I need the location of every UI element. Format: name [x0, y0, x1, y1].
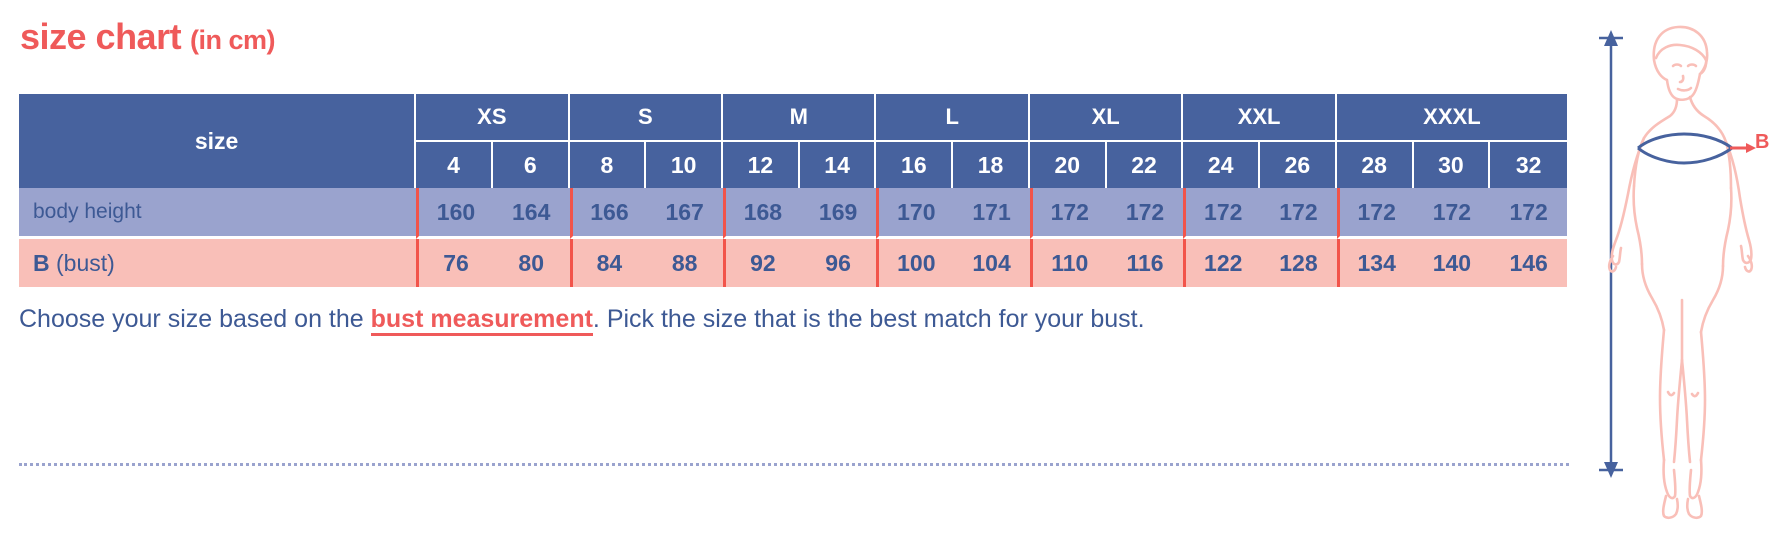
caption-highlight-bust-measurement: bust measurement: [370, 305, 593, 336]
numeric-size-0: 4: [416, 142, 493, 188]
bust-value-3: 88: [646, 239, 724, 287]
body-height-value-8: 172: [1029, 188, 1107, 239]
bust-value-6: 100: [876, 239, 954, 287]
table-header-groups: size XS S M L XL XXL XXXL: [19, 94, 1567, 188]
size-group-xl: XL: [1029, 94, 1184, 142]
body-height-value-3: 167: [646, 188, 724, 239]
numeric-size-1: 6: [492, 142, 570, 188]
bust-value-7: 104: [953, 239, 1030, 287]
table-corner-label: size: [19, 94, 417, 188]
size-group-s: S: [569, 94, 724, 142]
page-title: size chart (in cm): [20, 16, 276, 58]
bust-value-12: 134: [1336, 239, 1414, 287]
bust-marker-label: B: [1755, 131, 1770, 153]
body-height-value-6: 170: [876, 188, 954, 239]
bust-value-8: 110: [1029, 239, 1107, 287]
body-height-value-0: 160: [416, 188, 493, 239]
bust-value-5: 96: [799, 239, 877, 287]
body-height-value-14: 172: [1490, 188, 1567, 239]
body-height-value-7: 171: [953, 188, 1030, 239]
body-height-value-11: 172: [1260, 188, 1337, 239]
body-height-value-12: 172: [1336, 188, 1414, 239]
row-label-body-height: body height: [19, 188, 417, 239]
numeric-size-6: 16: [876, 142, 954, 188]
numeric-size-5: 14: [799, 142, 877, 188]
body-height-value-1: 164: [492, 188, 570, 239]
bust-measure-line-bottom: [1637, 146, 1733, 165]
numeric-size-3: 10: [646, 142, 724, 188]
table-row-bust: B (bust) 76 80 84 88 92 96 100 104 110 1…: [19, 239, 1567, 287]
bust-value-0: 76: [416, 239, 493, 287]
body-figure-panel: B: [1580, 0, 1777, 555]
numeric-size-12: 28: [1336, 142, 1414, 188]
female-body-illustration: [1599, 25, 1756, 520]
size-group-xs: XS: [416, 94, 570, 142]
body-height-value-2: 166: [569, 188, 647, 239]
bust-value-14: 146: [1490, 239, 1567, 287]
row-label-bust-letter: B: [33, 249, 50, 276]
bust-value-1: 80: [492, 239, 570, 287]
body-height-value-10: 172: [1183, 188, 1261, 239]
numeric-size-9: 22: [1106, 142, 1184, 188]
body-outline: [1607, 25, 1754, 520]
bust-value-11: 128: [1260, 239, 1337, 287]
bust-value-4: 92: [723, 239, 800, 287]
table-header-numbers: 4 6 8 10 12 14 16 18 20 22 24 26 28 30 3…: [19, 142, 1567, 188]
row-label-bust-text: (bust): [49, 249, 115, 276]
size-chart-table-wrap: size XS S M L XL XXL XXXL 4 6 8 10 12 14: [19, 94, 1567, 287]
bust-value-10: 122: [1183, 239, 1261, 287]
bottom-divider: [19, 463, 1569, 466]
bust-measure-indicator: [1637, 132, 1756, 165]
body-height-value-13: 172: [1413, 188, 1491, 239]
caption: Choose your size based on the bust measu…: [19, 305, 1145, 336]
caption-after: . Pick the size that is the best match f…: [592, 305, 1145, 333]
page-title-sub: (in cm): [190, 25, 276, 55]
page-title-main: size chart: [20, 16, 182, 57]
size-group-l: L: [876, 94, 1030, 142]
bust-value-13: 140: [1413, 239, 1491, 287]
bust-measure-line-top: [1637, 132, 1733, 150]
bust-value-2: 84: [569, 239, 647, 287]
table-row-body-height: body height 160 164 166 167 168 169 170 …: [19, 188, 1567, 239]
numeric-size-11: 26: [1260, 142, 1337, 188]
body-height-value-5: 169: [799, 188, 877, 239]
numeric-size-2: 8: [569, 142, 647, 188]
numeric-size-10: 24: [1183, 142, 1261, 188]
size-group-xxxl: XXXL: [1336, 94, 1567, 142]
numeric-size-13: 30: [1413, 142, 1491, 188]
size-group-xxl: XXL: [1183, 94, 1337, 142]
numeric-size-14: 32: [1490, 142, 1567, 188]
numeric-size-7: 18: [953, 142, 1030, 188]
size-group-m: M: [723, 94, 877, 142]
caption-before: Choose your size based on the: [19, 305, 371, 333]
size-chart-table: size XS S M L XL XXL XXXL 4 6 8 10 12 14: [19, 94, 1567, 287]
body-height-value-9: 172: [1106, 188, 1184, 239]
body-height-value-4: 168: [723, 188, 800, 239]
numeric-size-8: 20: [1029, 142, 1107, 188]
numeric-size-4: 12: [723, 142, 800, 188]
bust-value-9: 116: [1106, 239, 1184, 287]
row-label-bust: B (bust): [19, 239, 417, 287]
bust-measure-arrow-head: [1746, 143, 1756, 153]
